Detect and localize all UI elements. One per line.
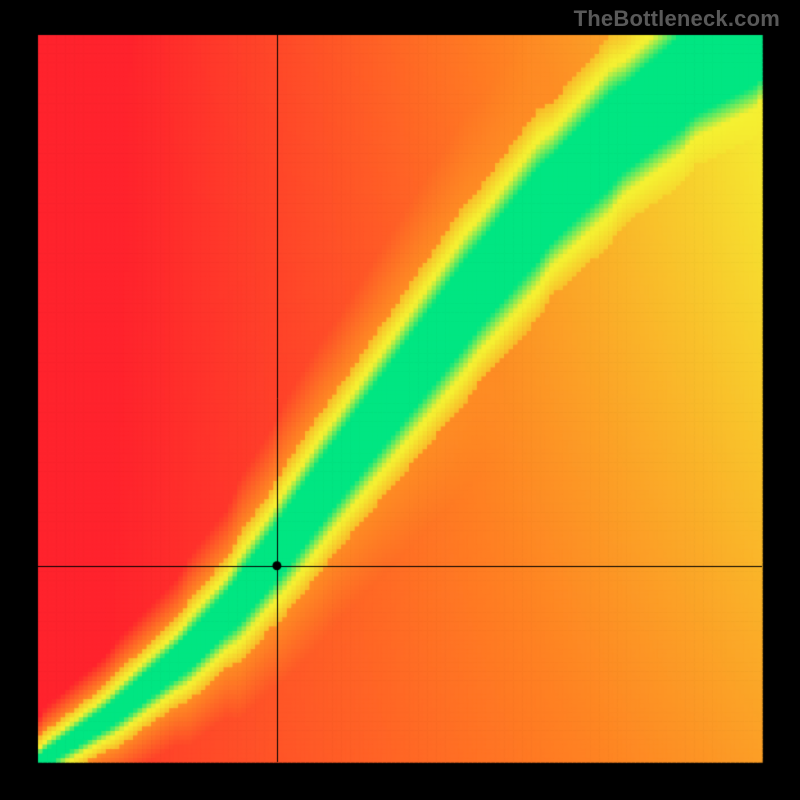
watermark-label: TheBottleneck.com xyxy=(574,6,780,32)
chart-container: TheBottleneck.com xyxy=(0,0,800,800)
bottleneck-heatmap xyxy=(0,0,800,800)
